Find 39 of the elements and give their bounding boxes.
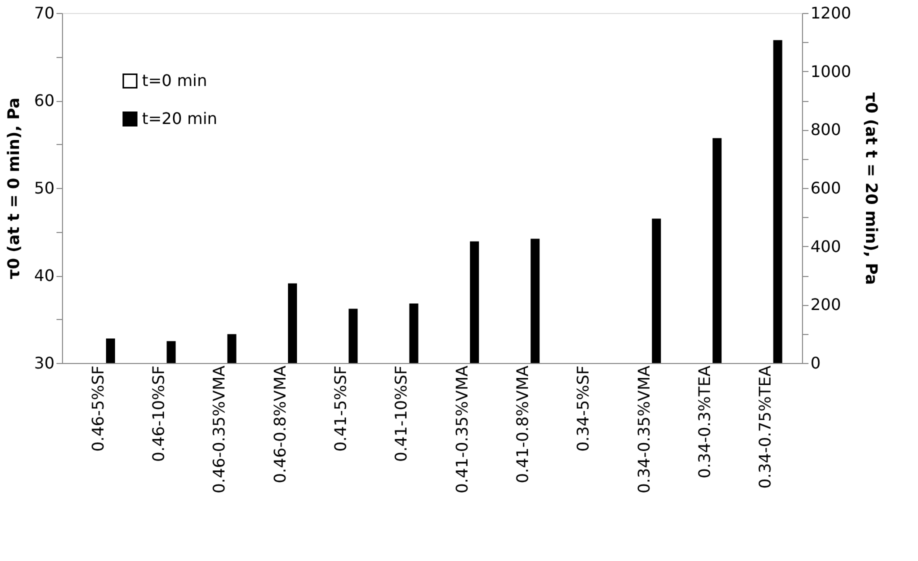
bar xyxy=(288,283,297,363)
x-tick-label: 0.46-0.35%VMA xyxy=(210,365,229,494)
bar xyxy=(227,334,236,363)
x-tick-label: 0.46-5%SF xyxy=(88,366,108,452)
legend-label: t=20 min xyxy=(142,109,218,128)
y2-tick-label: 600 xyxy=(810,178,842,198)
y-tick-label: 60 xyxy=(34,91,54,110)
y-tick-label: 30 xyxy=(34,354,54,372)
bar xyxy=(470,241,479,363)
x-tick-label: 0.46-10%SF xyxy=(149,366,168,462)
y2-tick-label: 1000 xyxy=(810,62,852,81)
y2-axis-title: τ0 (at t = 20 min), Pa xyxy=(862,92,882,285)
bar xyxy=(773,40,782,363)
x-tick-label: 0.34-5%SF xyxy=(574,366,593,452)
x-tick-label: 0.41-0.8%VMA xyxy=(512,365,532,484)
bar xyxy=(652,218,661,363)
y2-tick-label: 400 xyxy=(810,236,842,256)
x-tick-label: 0.41-0.35%VMA xyxy=(452,365,472,494)
bar xyxy=(712,138,722,363)
y2-tick-label: 1200 xyxy=(810,4,852,22)
x-tick-label: 0.46-0.8%VMA xyxy=(270,365,290,484)
x-tick-label: 0.34-0.3%TEA xyxy=(694,365,714,478)
bar xyxy=(166,341,176,363)
y2-tick-label: 200 xyxy=(810,295,842,314)
y-axis-title: τ0 (at t = 0 min), Pa xyxy=(4,98,24,280)
bar xyxy=(106,338,116,363)
bar xyxy=(348,308,358,363)
y2-tick-label: 0 xyxy=(810,354,821,372)
y-tick-label: 70 xyxy=(34,4,54,22)
x-tick-label: 0.34-0.35%VMA xyxy=(634,365,654,494)
x-tick-label: 0.41-10%SF xyxy=(392,366,411,462)
y2-tick-label: 800 xyxy=(810,120,842,140)
bar xyxy=(530,238,540,363)
bar xyxy=(409,304,418,363)
x-tick-label: 0.41-5%SF xyxy=(331,366,350,452)
y-tick-label: 50 xyxy=(34,178,54,198)
legend-label: t=0 min xyxy=(142,71,208,90)
x-tick-label: 0.34-0.75%TEA xyxy=(756,365,775,489)
y-tick-label: 40 xyxy=(34,266,54,285)
